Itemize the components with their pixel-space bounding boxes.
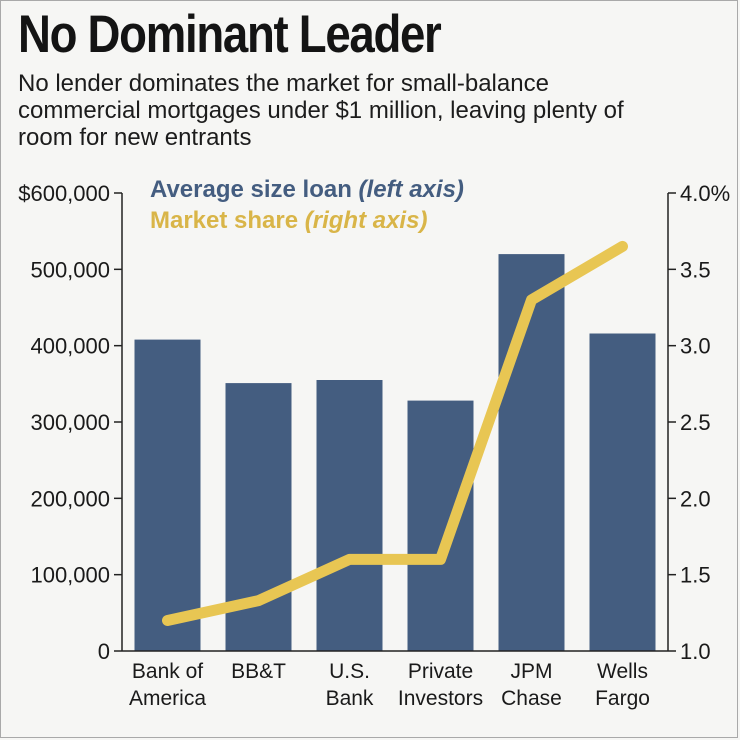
bar (134, 339, 201, 651)
left-axis-tick-label: 400,000 (30, 334, 110, 359)
category-label: BB&T (231, 660, 286, 683)
category-label: Fargo (595, 687, 650, 710)
category-label: Bank of (132, 660, 203, 683)
right-axis-tick-label: 3.5 (680, 257, 711, 282)
left-axis-tick-label: 200,000 (30, 486, 110, 511)
market-share-line (162, 240, 628, 626)
line-layer (162, 240, 628, 626)
chart-title: No Dominant Leader (18, 5, 442, 64)
bar (589, 333, 656, 651)
axes-layer (114, 192, 676, 652)
subtitle-line: No lender dominates the market for small… (18, 70, 549, 97)
bars-layer (134, 254, 656, 651)
bar (498, 254, 565, 651)
category-label: America (129, 687, 206, 710)
right-axis-tick-label: 2.0 (680, 486, 711, 511)
left-axis-tick-label: 0 (98, 639, 110, 664)
category-label: Bank (326, 687, 374, 710)
right-axis-tick-label: 1.5 (680, 563, 711, 588)
chart-subtitle: No lender dominates the market for small… (18, 70, 728, 151)
subtitle-line: room for new entrants (18, 124, 252, 151)
bar (316, 380, 383, 651)
category-label: Private (408, 660, 473, 683)
left-axis-tick-label: $600,000 (18, 181, 110, 206)
right-axis-tick-label: 2.5 (680, 410, 711, 435)
category-label: Wells (597, 660, 648, 683)
legend-loan: Average size loan (left axis) (150, 176, 464, 203)
left-axis-tick-label: 100,000 (30, 563, 110, 588)
left-axis-tick-label: 300,000 (30, 410, 110, 435)
category-label: U.S. (329, 660, 370, 683)
bar (407, 400, 474, 651)
left-axis-tick-label: 500,000 (30, 257, 110, 282)
right-axis-tick-label: 4.0% (680, 181, 730, 206)
category-label: Investors (398, 687, 483, 710)
legend-loan-label: Average size loan (150, 176, 352, 203)
right-axis-tick-label: 3.0 (680, 334, 711, 359)
legend-share: Market share (right axis) (150, 207, 427, 234)
category-label: Chase (501, 687, 562, 710)
legend-share-label: Market share (150, 207, 298, 234)
legend-share-note: (right axis) (305, 207, 428, 234)
category-label: JPM (511, 660, 553, 683)
labels-layer: 0 100,000 200,000 300,000 400,000 500,000 $600… (18, 181, 730, 710)
legend-loan-note: (left axis) (359, 176, 464, 203)
right-axis-tick-label: 1.0 (680, 639, 711, 664)
subtitle-line: commercial mortgages under $1 million, l… (18, 97, 624, 124)
